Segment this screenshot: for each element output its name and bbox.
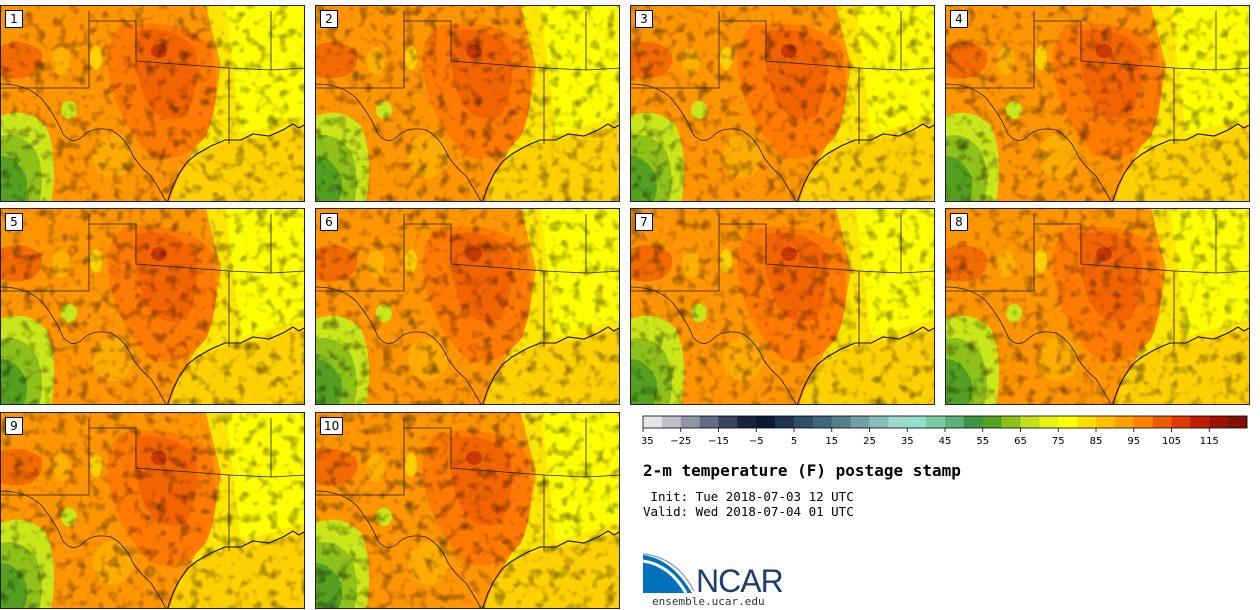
colorbar-swatch (907, 416, 927, 428)
init-time: Init: Tue 2018-07-03 12 UTC (643, 489, 854, 504)
logo-text: NCAR (696, 563, 783, 595)
colorbar-swatch (982, 416, 1002, 428)
colorbar-swatch (926, 416, 946, 428)
ensemble-member-panel: 1 (0, 5, 305, 202)
colorbar-swatch (1190, 416, 1210, 428)
logo-swoosh-icon (643, 555, 692, 593)
temperature-colorbar: −35 −25 −15 −5 5 15 25 35 45 55 65 75 85 95 105 115 (642, 415, 1248, 447)
colorbar-swatch (1077, 416, 1097, 428)
colorbar-swatch (1133, 416, 1153, 428)
colorbar-swatch (1039, 416, 1059, 428)
colorbar-swatch (680, 416, 700, 428)
colorbar-tick-label: −5 (749, 436, 764, 447)
colorbar-swatch (718, 416, 738, 428)
ensemble-member-panel: 3 (630, 5, 935, 202)
colorbar-swatch (888, 416, 908, 428)
colorbar-tick-label: 85 (1090, 436, 1103, 447)
chart-title: 2-m temperature (F) postage stamp (643, 461, 961, 480)
colorbar-tick-label: 35 (901, 436, 914, 447)
colorbar-swatch (794, 416, 814, 428)
colorbar-tick-label: 105 (1162, 436, 1181, 447)
colorbar-tick-label: 55 (976, 436, 989, 447)
ensemble-member-panel: 6 (315, 208, 620, 405)
colorbar-swatch (831, 416, 851, 428)
member-number-label: 1 (5, 10, 23, 28)
colorbar-swatch (1171, 416, 1191, 428)
colorbar-tick-label: 45 (939, 436, 952, 447)
ensemble-member-panel: 2 (315, 5, 620, 202)
colorbar-tick-label: −15 (708, 436, 729, 447)
colorbar-swatch (775, 416, 795, 428)
member-number-label: 10 (320, 417, 344, 435)
colorbar-swatch (945, 416, 965, 428)
ensemble-member-panel: 7 (630, 208, 935, 405)
colorbar-swatch (1209, 416, 1229, 428)
member-number-label: 2 (320, 10, 338, 28)
member-number-label: 9 (5, 417, 23, 435)
colorbar-tick-label: 15 (825, 436, 838, 447)
colorbar-tick-label: 95 (1127, 436, 1140, 447)
member-number-label: 3 (635, 10, 653, 28)
colorbar-swatch (661, 416, 682, 428)
colorbar-swatch (643, 416, 663, 428)
colorbar-tick-label: 5 (791, 436, 797, 447)
colorbar-swatch (1114, 416, 1135, 428)
colorbar-swatch (812, 416, 833, 428)
valid-time: Valid: Wed 2018-07-04 01 UTC (643, 504, 854, 519)
colorbar-tick-label: 75 (1052, 436, 1065, 447)
ensemble-member-panel: 8 (945, 208, 1250, 405)
member-number-label: 5 (5, 213, 23, 231)
colorbar-tick-label: 65 (1014, 436, 1027, 447)
colorbar-swatch (1096, 416, 1116, 428)
colorbar-swatch (699, 416, 719, 428)
colorbar-swatch (1058, 416, 1078, 428)
member-number-label: 7 (635, 213, 653, 231)
member-number-label: 4 (950, 10, 968, 28)
member-number-label: 8 (950, 213, 968, 231)
colorbar-tick-label: 25 (863, 436, 876, 447)
colorbar-swatch (963, 416, 984, 428)
ensemble-member-panel: 9 (0, 412, 305, 609)
colorbar-swatch (1152, 416, 1172, 428)
ensemble-member-panel: 4 (945, 5, 1250, 202)
colorbar-swatch (756, 416, 776, 428)
ncar-logo: NCAR (642, 553, 784, 595)
colorbar-swatch (737, 416, 757, 428)
website-url: ensemble.ucar.edu (652, 595, 765, 608)
colorbar-swatch (1001, 416, 1021, 428)
member-number-label: 6 (320, 213, 338, 231)
colorbar-swatch (1020, 416, 1040, 428)
ensemble-member-panel: 5 (0, 208, 305, 405)
ensemble-member-panel: 10 (315, 412, 620, 609)
colorbar-tick-label: −25 (670, 436, 691, 447)
colorbar-swatch (850, 416, 870, 428)
colorbar-tick-label: 115 (1200, 436, 1219, 447)
colorbar-swatch (869, 416, 889, 428)
colorbar-swatch (1228, 416, 1248, 428)
colorbar-tick-label: −35 (642, 436, 654, 447)
